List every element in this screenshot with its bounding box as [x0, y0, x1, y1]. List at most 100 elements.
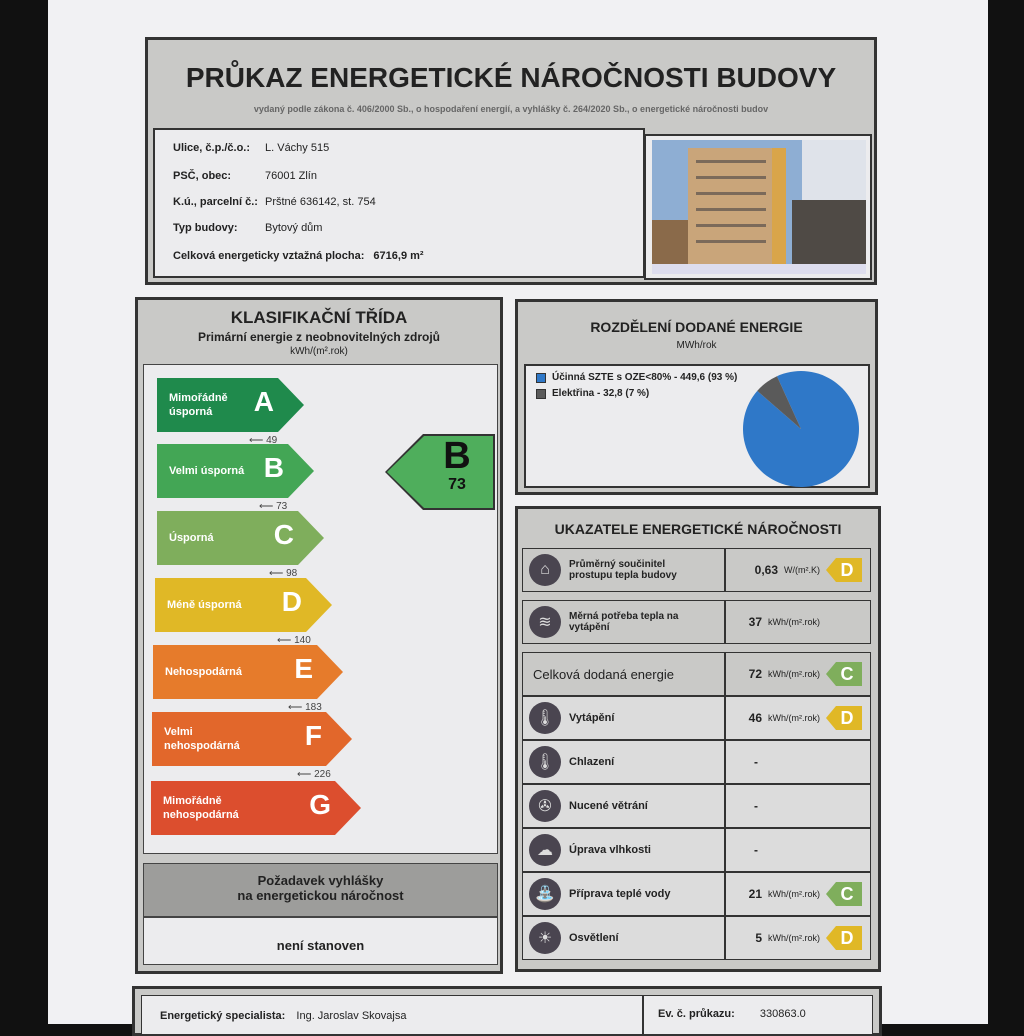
indicator-label: Celková dodaná energie	[533, 666, 674, 682]
class-bar-f: Velmi nehospodárná F	[152, 712, 352, 766]
threshold-value: 183	[305, 702, 322, 713]
indicator-unit: W/(m².K)	[784, 565, 820, 575]
class-badge: C	[826, 882, 862, 906]
indicators-title: UKAZATELE ENERGETICKÉ NÁROČNOSTI	[554, 521, 842, 537]
distribution-panel: ROZDĚLENÍ DODANÉ ENERGIE MWh/rok Účinná …	[515, 299, 878, 495]
indicator-row: ≋ Měrná potřeba tepla na vytápění 37 kWh/(m…	[522, 600, 871, 644]
indicator-row: ☁ Úprava vlhkosti -	[522, 828, 871, 872]
classification-subtitle: Primární energie z neobnovitelných zdroj…	[197, 330, 441, 344]
class-bar-d: Méně úsporná D	[155, 578, 332, 632]
indicator-row: Celková dodaná energie 72 kWh/(m².rok) C	[522, 652, 871, 696]
footer-panel: Energetický specialista: Ing. Jaroslav S…	[132, 986, 882, 1036]
requirement-header: Požadavek vyhlášky na energetickou nároč…	[143, 863, 498, 917]
indicator-value: -	[754, 755, 758, 769]
indicator-row: ☀ Osvětlení 5 kWh/(m².rok) D	[522, 916, 871, 960]
indicator-label: Měrná potřeba tepla na vytápění	[569, 611, 679, 633]
class-letter: E	[294, 653, 313, 684]
indicator-row: ⌂ Průměrný součinitel prostupu tepla budo…	[522, 548, 871, 592]
distribution-title: ROZDĚLENÍ DODANÉ ENERGIE	[590, 319, 803, 335]
field-value: Bytový dům	[265, 222, 323, 234]
cert-number-label: Ev. č. průkazu:	[658, 1008, 735, 1020]
class-name: Mimořádně úsporná	[169, 392, 228, 418]
indicator-label: Vytápění	[569, 712, 615, 724]
field-label: Typ budovy:	[173, 222, 238, 234]
indicator-label: Příprava teplé vody	[569, 888, 671, 900]
indicator-unit: kWh/(m².rok)	[768, 889, 820, 899]
page-title: PRŮKAZ ENERGETICKÉ NÁROČNOSTI BUDOVY	[185, 62, 837, 93]
field-value: Prštné 636142, st. 754	[265, 196, 376, 208]
threshold-value: 49	[266, 435, 278, 446]
header-panel: PRŮKAZ ENERGETICKÉ NÁROČNOSTI BUDOVY vyd…	[145, 37, 877, 285]
building-field: K.ú., parcelní č.: Prštné 636142, st. 754	[173, 196, 376, 208]
class-letter: A	[253, 386, 274, 417]
threshold-value: 98	[286, 568, 298, 579]
threshold-value: 73	[276, 501, 288, 512]
classification-panel: KLASIFIKAČNÍ TŘÍDA Primární energie z ne…	[135, 297, 503, 974]
humidity-icon: ☁	[529, 834, 561, 866]
indicator-unit: kWh/(m².rok)	[768, 933, 820, 943]
indicator-value: 21	[748, 887, 762, 901]
distribution-unit: MWh/rok	[676, 340, 717, 351]
indicator-label: Nucené větrání	[569, 800, 648, 812]
indicator-value: 46	[748, 711, 762, 725]
class-threshold: ⟵ 140	[277, 635, 311, 646]
classification-title: KLASIFIKAČNÍ TŘÍDA	[230, 308, 408, 327]
result-value: 73	[448, 476, 466, 493]
indicator-value: -	[754, 843, 758, 857]
indicator-label: Osvětlení	[569, 932, 619, 944]
page-subtitle: vydaný podle zákona č. 406/2000 Sb., o h…	[253, 104, 769, 114]
indicator-value: -	[754, 799, 758, 813]
indicator-row: ⛲ Příprava teplé vody 21 kWh/(m².rok) C	[522, 872, 871, 916]
area-value: 6716,9 m²	[373, 250, 424, 262]
legend-label: Elektřina - 32,8 (7 %)	[552, 388, 650, 399]
heat-demand-icon: ≋	[529, 606, 561, 638]
class-threshold: ⟵ 183	[288, 702, 322, 713]
field-label: K.ú., parcelní č.:	[173, 196, 258, 208]
indicator-value: 37	[748, 615, 762, 629]
light-bulb-icon: ☀	[529, 922, 561, 954]
indicator-unit: kWh/(m².rok)	[768, 617, 820, 627]
class-threshold: ⟵ 49	[249, 435, 278, 446]
class-bar-g: Mimořádně nehospodárná G	[151, 781, 361, 835]
field-label: PSČ, obec:	[173, 170, 232, 182]
class-name: Mimořádně nehospodárná	[163, 795, 239, 821]
cooling-thermometer-icon: 🌡	[529, 746, 561, 778]
specialist-label: Energetický specialista:	[160, 1010, 286, 1022]
class-bar-c: Úsporná C	[157, 511, 324, 565]
pie-chart-area: Účinná SZTE s OZE<80% - 449,6 (93 %) Elek…	[524, 364, 870, 488]
requirement-title-1: Požadavek vyhlášky	[257, 873, 384, 888]
building-field: PSČ, obec: 76001 Zlín	[173, 170, 317, 182]
indicator-value: 5	[755, 931, 762, 945]
class-bar-b: Velmi úsporná B	[157, 444, 314, 498]
field-value: L. Váchy 515	[265, 142, 330, 154]
class-name: Nehospodárná	[165, 666, 243, 678]
class-letter: G	[309, 789, 331, 820]
class-bar-a: Mimořádně úsporná A	[157, 378, 304, 432]
area-label: Celková energeticky vztažná plocha:	[173, 250, 365, 262]
legend-label: Účinná SZTE s OZE<80% - 449,6 (93 %)	[552, 372, 738, 383]
legend-swatch	[536, 372, 546, 383]
indicator-row: 🌡 Vytápění 46 kWh/(m².rok) D	[522, 696, 871, 740]
class-letter: B	[263, 452, 284, 483]
class-badge: D	[826, 706, 862, 730]
class-letter: C	[273, 519, 294, 550]
building-photo	[644, 134, 872, 280]
building-info: Ulice, č.p./č.o.: L. Váchy 515 PSČ, obec: 7…	[153, 128, 645, 278]
indicator-label: Chlazení	[569, 756, 615, 768]
class-name: Úsporná	[169, 532, 214, 544]
requirement-title-2: na energetickou náročnost	[237, 888, 404, 903]
class-threshold: ⟵ 226	[297, 769, 331, 780]
class-threshold: ⟵ 98	[269, 568, 298, 579]
tap-icon: ⛲	[529, 878, 561, 910]
threshold-value: 226	[314, 769, 331, 780]
heating-thermometer-icon: 🌡	[529, 702, 561, 734]
class-badge: C	[826, 662, 862, 686]
indicator-unit: kWh/(m².rok)	[768, 669, 820, 679]
pie-slice-1	[757, 376, 801, 429]
result-letter: B	[443, 435, 471, 477]
class-badge: D	[826, 926, 862, 950]
class-badge: D	[826, 558, 862, 582]
class-bar-e: Nehospodárná E	[153, 645, 343, 699]
class-threshold: ⟵ 73	[259, 501, 288, 512]
indicator-label: Úprava vlhkosti	[569, 844, 651, 856]
